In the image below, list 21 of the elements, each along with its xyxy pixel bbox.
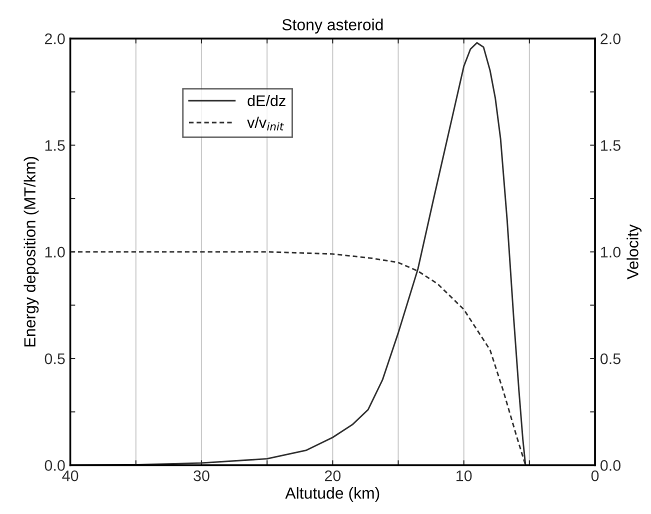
chart-title: Stony asteroid xyxy=(282,18,383,34)
x-axis-title: Altutude (km) xyxy=(285,487,380,502)
y2-axis-title: Velocity xyxy=(626,224,642,280)
y-axis-title: Energy deposition (MT/km) xyxy=(24,156,39,346)
y-tick-label: 1.0 xyxy=(45,246,65,258)
x-tick-label: 0 xyxy=(591,470,599,482)
x-tick-label: 20 xyxy=(324,470,341,482)
x-tick-label: 10 xyxy=(456,470,472,482)
legend-label: dE/dz xyxy=(248,94,286,106)
legend-label: v/v$_{init}$ xyxy=(247,116,284,130)
y2-tick-label: 1.0 xyxy=(601,246,621,258)
x-tick-label: 30 xyxy=(194,470,210,482)
y-tick-label: 2.0 xyxy=(44,33,65,44)
y2-tick-label: 0.0 xyxy=(600,460,621,471)
y2-tick-label: 1.5 xyxy=(601,140,620,151)
y2-tick-label: 0.5 xyxy=(600,353,620,364)
y2-tick-label: 2.0 xyxy=(600,33,621,44)
x-tick-label: 40 xyxy=(62,470,78,482)
y-tick-label: 1.5 xyxy=(45,140,65,151)
y-tick-label: 0.5 xyxy=(44,353,65,364)
y-tick-label: 0.0 xyxy=(44,460,65,471)
